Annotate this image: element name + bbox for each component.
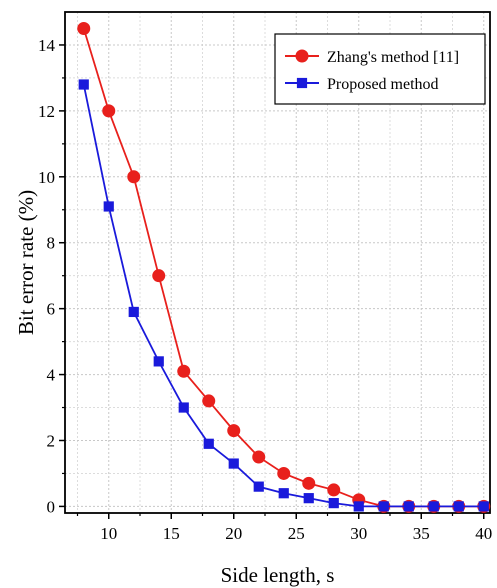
y-tick-label: 10 bbox=[38, 168, 55, 187]
data-point bbox=[403, 501, 414, 512]
data-point bbox=[227, 424, 241, 438]
series-line bbox=[82, 84, 484, 508]
x-axis-title: Side length, s bbox=[221, 563, 335, 587]
data-point bbox=[153, 356, 164, 367]
data-point bbox=[78, 79, 89, 90]
plot-frame bbox=[64, 11, 491, 514]
data-point bbox=[378, 501, 389, 512]
x-tick-label: 25 bbox=[288, 524, 305, 543]
x-tick-label: 20 bbox=[225, 524, 242, 543]
y-tick-label: 4 bbox=[47, 366, 56, 385]
x-tick-label: 40 bbox=[475, 524, 492, 543]
legend-entry: Proposed method bbox=[285, 76, 439, 93]
y-tick-label: 12 bbox=[38, 102, 55, 121]
data-point bbox=[152, 269, 166, 283]
data-point bbox=[177, 364, 191, 378]
data-point bbox=[203, 438, 214, 449]
data-point bbox=[178, 402, 189, 413]
data-point bbox=[202, 394, 216, 408]
series-2 bbox=[78, 79, 489, 512]
data-point bbox=[253, 481, 264, 492]
data-point bbox=[127, 170, 141, 184]
y-tick-label: 0 bbox=[47, 497, 56, 516]
legend-marker bbox=[295, 49, 309, 63]
ticks: 10 15 20 25 30 35 40 0 2 4 6 8 10 12 14 bbox=[38, 36, 492, 543]
data-point bbox=[428, 501, 439, 512]
data-point bbox=[103, 201, 114, 212]
data-point bbox=[228, 458, 239, 469]
data-point bbox=[303, 493, 314, 504]
data-point bbox=[277, 466, 291, 480]
legend-marker bbox=[296, 77, 308, 89]
y-axis-title: Bit error rate (%) bbox=[14, 190, 38, 335]
y-tick-label: 8 bbox=[47, 234, 56, 253]
data-point bbox=[478, 501, 489, 512]
y-tick-label: 6 bbox=[47, 300, 56, 319]
data-point bbox=[102, 104, 116, 118]
data-point bbox=[328, 498, 339, 509]
legend-label: Proposed method bbox=[327, 76, 439, 93]
legend: Zhang's method [11] Proposed method bbox=[274, 33, 486, 105]
x-tick-label: 30 bbox=[350, 524, 367, 543]
y-tick-label: 14 bbox=[38, 36, 56, 55]
data-point bbox=[278, 488, 289, 499]
data-point bbox=[77, 21, 91, 35]
data-point bbox=[453, 501, 464, 512]
data-point bbox=[302, 476, 316, 490]
legend-entry: Zhang's method [11] bbox=[285, 49, 459, 66]
x-tick-label: 15 bbox=[163, 524, 180, 543]
legend-label: Zhang's method [11] bbox=[327, 49, 459, 66]
x-tick-label: 10 bbox=[100, 524, 117, 543]
data-point bbox=[327, 483, 341, 497]
x-tick-label: 35 bbox=[413, 524, 430, 543]
data-point bbox=[353, 501, 364, 512]
y-tick-label: 2 bbox=[47, 431, 56, 450]
legend-box bbox=[274, 33, 486, 105]
series-layer bbox=[77, 21, 491, 513]
data-point bbox=[128, 306, 139, 318]
data-point bbox=[252, 450, 266, 464]
